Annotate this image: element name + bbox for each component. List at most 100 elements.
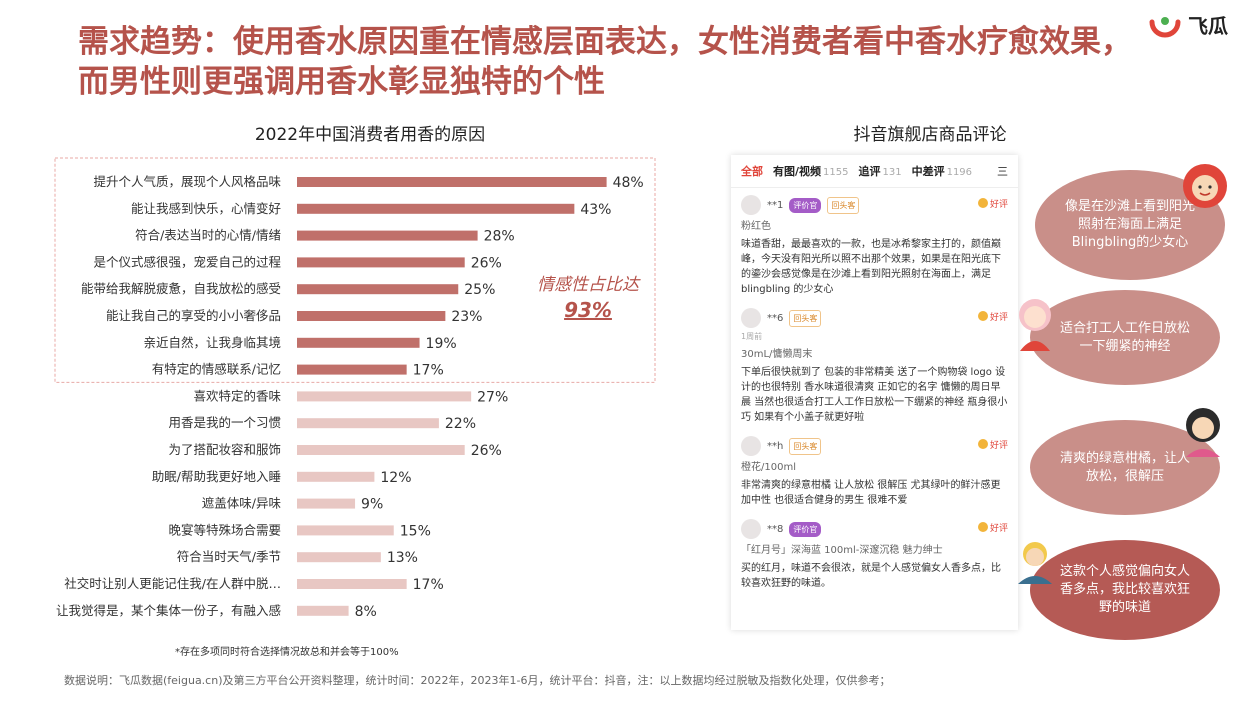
bar bbox=[297, 364, 407, 375]
review-text: 味道香甜，最最喜欢的一款，也是冰希黎家主打的，颜值巅峰，今天没有阳光所以照不出那… bbox=[741, 239, 1001, 295]
good-review-tag: 好评 bbox=[977, 197, 1008, 213]
page-title: 需求趋势：使用香水原因重在情感层面表达，女性消费者看中香水疗愈效果，而男性则更强… bbox=[78, 24, 1132, 100]
review-text: 下单后很快就到了 包装的非常精美 送了一个购物袋 logo 设计的也很特别 香水… bbox=[741, 367, 1008, 423]
review-item: **h 回头客 好评 橙花/100ml 非常清爽的绿意柑橘 让人放松 很解压 尤… bbox=[731, 429, 1018, 512]
review-username: **6 bbox=[767, 312, 784, 324]
bar bbox=[297, 418, 439, 429]
category-label: 用香是我的一个习惯 bbox=[168, 415, 281, 430]
bar bbox=[297, 445, 465, 455]
value-label: 26% bbox=[471, 255, 502, 271]
category-label: 能让我自己的享受的小小奢侈品 bbox=[106, 308, 281, 323]
feigua-logo: 飞瓜 bbox=[1148, 10, 1228, 39]
avatar bbox=[741, 519, 761, 539]
value-label: 25% bbox=[464, 282, 495, 298]
review-text: 买的红月，味道不会很浓，就是个人感觉偏女人香多点，比较喜欢狂野的味道。 bbox=[741, 563, 1001, 589]
tab-followup[interactable]: 追评 131 bbox=[858, 165, 902, 178]
good-review-tag: 好评 bbox=[977, 438, 1008, 454]
bar bbox=[297, 177, 607, 187]
dark-hair-woman-icon bbox=[1186, 408, 1220, 457]
review-spec: 30mL/慵懒周末 bbox=[741, 349, 813, 360]
bar bbox=[297, 552, 381, 563]
bar bbox=[297, 257, 465, 268]
logo-text: 飞瓜 bbox=[1188, 14, 1228, 38]
chart-note: *存在多项同时符合选择情况故总和并会等于100% bbox=[175, 647, 399, 658]
avatar bbox=[741, 308, 761, 328]
category-label: 喜欢特定的香味 bbox=[193, 388, 281, 403]
chart-title: 2022年中国消费者用香的原因 bbox=[254, 125, 486, 145]
review-tabs: 全部 有图/视频 1155 追评 131 中差评 1196 三 bbox=[731, 155, 1018, 188]
category-label: 亲近自然，让我身临其境 bbox=[143, 335, 281, 350]
tab-negative[interactable]: 中差评 1196 bbox=[911, 165, 973, 178]
repeat-customer-badge: 回头客 bbox=[789, 309, 822, 327]
review-item: **6 回头客 好评 1周前 30mL/慵懒周末 下单后很快就到了 包装的非常精… bbox=[731, 301, 1018, 429]
smile-icon bbox=[977, 438, 988, 449]
annotation-label: 情感性占比达 bbox=[537, 275, 641, 295]
smile-icon bbox=[977, 197, 988, 208]
comment-bubble-4: 这款个人感觉偏向女人香多点，我比较喜欢狂野的味道 bbox=[1030, 540, 1220, 640]
bar bbox=[297, 498, 356, 509]
comment-bubble-3: 清爽的绿意柑橘，让人放松，很解压 bbox=[1030, 420, 1220, 515]
review-spec: 「红月号」深海蓝 100ml-深邃沉稳 魅力绅士 bbox=[741, 545, 943, 556]
review-spec: 橙花/100ml bbox=[741, 462, 796, 473]
category-label: 是个仪式感很强，宠爱自己的过程 bbox=[93, 254, 281, 269]
category-label: 为了搭配妆容和服饰 bbox=[168, 442, 281, 457]
pink-hair-woman-icon bbox=[1019, 299, 1051, 351]
feigua-logo-icon bbox=[1149, 16, 1181, 37]
bar bbox=[297, 203, 575, 214]
value-label: 26% bbox=[471, 443, 502, 459]
value-label: 27% bbox=[477, 389, 508, 405]
bar bbox=[297, 337, 420, 348]
avatar bbox=[741, 195, 761, 215]
bar bbox=[297, 579, 407, 589]
review-section-title: 抖音旗舰店商品评论 bbox=[853, 125, 1007, 145]
bar bbox=[297, 311, 446, 321]
bar bbox=[297, 525, 394, 536]
comment-bubble-2: 适合打工人工作日放松一下绷紧的神经 bbox=[1030, 290, 1220, 385]
review-item: **1 评价官 回头客 好评 粉红色 味道香甜，最最喜欢的一款，也是冰希黎家主打… bbox=[731, 188, 1018, 301]
bar bbox=[297, 230, 478, 241]
review-item: **8 评价官 好评 「红月号」深海蓝 100ml-深邃沉稳 魅力绅士 买的红月… bbox=[731, 512, 1018, 595]
bar bbox=[297, 284, 459, 295]
value-label: 12% bbox=[380, 470, 411, 486]
reviewer-badge: 评价官 bbox=[789, 521, 822, 537]
emotional-group-box bbox=[54, 157, 656, 383]
repeat-customer-badge: 回头客 bbox=[827, 196, 860, 214]
category-label: 社交时让别人更能记住我/在人群中脱… bbox=[64, 576, 281, 591]
value-label: 13% bbox=[387, 550, 418, 566]
category-label: 能带给我解脱疲惫，自我放松的感受 bbox=[81, 281, 281, 296]
bar bbox=[297, 391, 472, 402]
category-label: 遮盖体味/异味 bbox=[202, 496, 282, 511]
tab-all[interactable]: 全部 bbox=[741, 165, 763, 178]
value-label: 23% bbox=[451, 309, 482, 325]
value-label: 19% bbox=[426, 336, 457, 352]
tab-with-media[interactable]: 有图/视频 1155 bbox=[773, 165, 849, 178]
value-label: 22% bbox=[445, 416, 476, 432]
category-label: 让我觉得是，某个集体一份子，有融入感 bbox=[56, 603, 281, 618]
filter-menu-icon[interactable]: 三 bbox=[997, 165, 1008, 178]
smile-icon bbox=[977, 310, 988, 321]
value-label: 9% bbox=[361, 497, 383, 513]
category-label: 助眠/帮助我更好地入睡 bbox=[152, 469, 281, 484]
blond-man-icon bbox=[1018, 542, 1052, 584]
review-date: 1周前 bbox=[741, 332, 763, 341]
value-label: 15% bbox=[400, 523, 431, 539]
review-spec: 粉红色 bbox=[741, 221, 771, 232]
review-panel: 全部 有图/视频 1155 追评 131 中差评 1196 三 **1 评价官 回头客… bbox=[731, 155, 1018, 630]
review-username: **h bbox=[767, 440, 784, 452]
repeat-customer-badge: 回头客 bbox=[789, 437, 822, 455]
good-review-tag: 好评 bbox=[977, 310, 1008, 326]
bar bbox=[297, 471, 375, 482]
category-label: 有特定的情感联系/记忆 bbox=[152, 362, 281, 377]
value-label: 17% bbox=[413, 577, 444, 593]
category-label: 提升个人气质，展现个人风格品味 bbox=[93, 174, 281, 189]
category-label: 晚宴等特殊场合需要 bbox=[168, 522, 281, 537]
review-username: **1 bbox=[767, 199, 784, 211]
red-hair-girl-icon bbox=[1183, 164, 1227, 208]
category-label: 符合/表达当时的心情/情绪 bbox=[135, 228, 281, 243]
value-label: 48% bbox=[613, 175, 644, 191]
annotation-value: 93% bbox=[564, 298, 612, 322]
reasons-bar-chart: 提升个人气质，展现个人风格品味 48% 能让我感到快乐，心情变好 43% 符合/表达当时… bbox=[54, 157, 656, 620]
review-text: 非常清爽的绿意柑橘 让人放松 很解压 尤其绿叶的鲜汁感更加中性 也很适合健身的男… bbox=[741, 480, 1001, 506]
value-label: 28% bbox=[484, 229, 515, 245]
value-label: 43% bbox=[580, 202, 611, 218]
